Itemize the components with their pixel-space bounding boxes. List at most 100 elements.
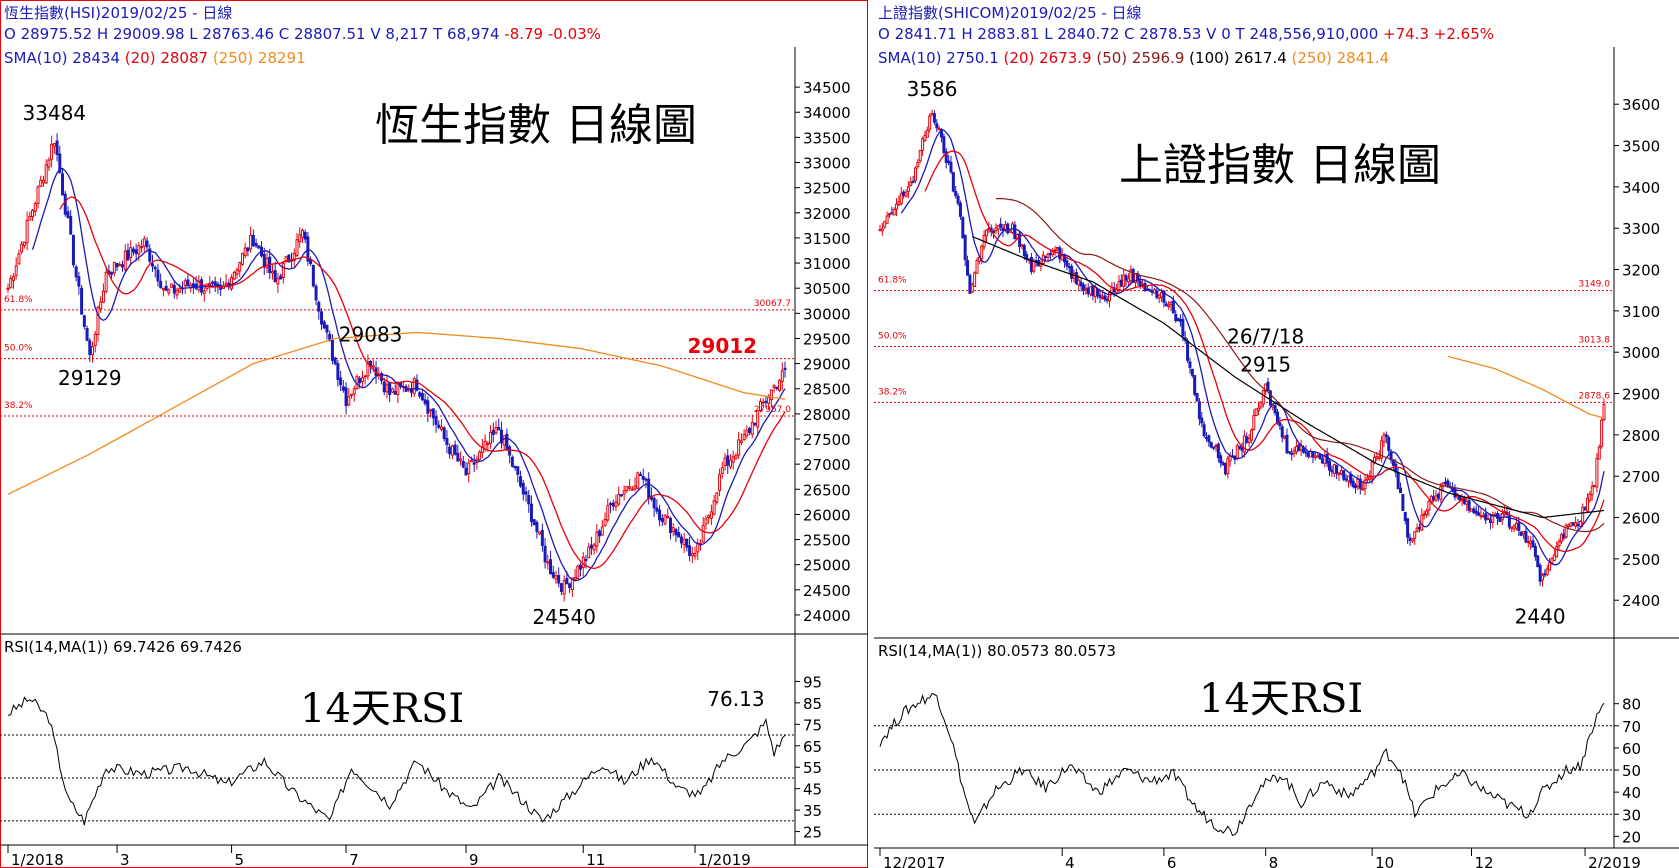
rsi-tick-label: 35 — [803, 802, 822, 820]
candle-body — [902, 191, 906, 196]
candle-body — [1368, 476, 1372, 481]
fib-label: 38.2% — [4, 401, 33, 411]
candle-body — [131, 248, 135, 253]
candle-body — [243, 247, 247, 257]
candle-body — [1074, 272, 1078, 284]
candle-body — [715, 492, 719, 503]
candle-body — [880, 228, 884, 232]
candle-body — [96, 306, 100, 335]
candle-body — [14, 265, 18, 276]
header-title: 恆生指數(HSI)2019/02/25 - 日線 — [4, 4, 232, 22]
candle-body — [309, 259, 313, 265]
candle-body — [1600, 419, 1604, 447]
sma50-line — [995, 197, 1605, 533]
candle-body — [668, 517, 672, 533]
candle-body — [1294, 446, 1298, 453]
candle-body — [1100, 296, 1104, 299]
sma20-line — [924, 150, 1605, 553]
candle-body — [186, 279, 190, 287]
candle-body — [1557, 540, 1561, 547]
candle-body — [720, 467, 724, 474]
candle-body — [636, 472, 640, 489]
candle-body — [396, 383, 400, 395]
sma-legend-sma20: (20) 28087 — [125, 49, 213, 67]
candle-body — [529, 503, 533, 522]
fib-value-label: 30067.7 — [754, 299, 791, 309]
candle-body — [254, 243, 258, 247]
candle-body — [137, 245, 141, 255]
y-tick-label: 30000 — [803, 305, 851, 323]
candle-body — [546, 561, 550, 564]
candle-body — [887, 213, 891, 216]
candle-body — [1160, 292, 1164, 298]
candle-body — [573, 576, 577, 580]
candle-body — [483, 440, 487, 450]
candle-body — [1332, 463, 1336, 474]
candle-body — [1567, 524, 1571, 528]
candle-body — [1122, 274, 1126, 287]
candle-body — [134, 249, 138, 255]
candle-body — [906, 186, 910, 192]
candle-body — [1008, 230, 1012, 233]
candle-body — [579, 564, 583, 570]
candle-body — [1186, 340, 1190, 361]
candle-body — [300, 229, 304, 238]
candle-body — [728, 459, 732, 468]
candle-body — [949, 161, 953, 173]
candle-body — [347, 396, 351, 406]
candle-body — [112, 261, 116, 274]
candle-body — [897, 201, 901, 206]
candle-body — [1593, 484, 1597, 487]
y-tick-label: 32500 — [803, 180, 851, 198]
y-tick-label: 30500 — [803, 280, 851, 298]
candle-body — [1254, 408, 1258, 416]
sma-legend: SMA(10) 28434 (20) 28087 (250) 28291 — [4, 49, 306, 67]
candle-body — [913, 167, 917, 181]
change-values: +74.3 +2.65% — [1383, 25, 1494, 43]
rsi-line — [7, 696, 786, 826]
candle-body — [358, 378, 362, 384]
candle-body — [1079, 281, 1083, 287]
candle-body — [1309, 451, 1313, 458]
candle-body — [1354, 484, 1358, 489]
candle-body — [778, 379, 782, 391]
candle-body — [1046, 253, 1050, 258]
candle-body — [1098, 294, 1102, 298]
candle-body — [1089, 286, 1093, 295]
candle-body — [1249, 429, 1253, 441]
candle-body — [947, 160, 951, 164]
candle-body — [1124, 275, 1128, 281]
candle-body — [1543, 573, 1547, 576]
candle-body — [502, 435, 506, 446]
candle-body — [224, 282, 228, 286]
candle-body — [1214, 445, 1218, 448]
candle-body — [366, 361, 370, 377]
candle-body — [737, 439, 741, 456]
y-tick-label: 3500 — [1622, 138, 1660, 156]
candle-body — [966, 260, 970, 276]
candle-body — [1145, 288, 1149, 291]
candle-body — [208, 283, 212, 286]
candle-body — [1032, 260, 1036, 272]
y-tick-label: 3200 — [1622, 262, 1660, 280]
candle-body — [44, 164, 48, 184]
candle-body — [956, 195, 960, 204]
candle-body — [298, 234, 302, 243]
candle-body — [1105, 299, 1109, 302]
candle-body — [666, 515, 670, 519]
candle-body — [393, 391, 397, 395]
candle-body — [973, 272, 977, 287]
candle-body — [499, 429, 503, 444]
candle-body — [1533, 546, 1537, 557]
candle-body — [1018, 233, 1022, 248]
candle-body — [382, 381, 386, 393]
candle-body — [363, 375, 367, 378]
candle-body — [521, 482, 525, 495]
candle-body — [963, 234, 967, 261]
candle-body — [469, 460, 473, 463]
candle-body — [538, 531, 542, 535]
candle-body — [1370, 461, 1374, 479]
candle-body — [420, 393, 424, 401]
candle-body — [1247, 438, 1251, 443]
candle-body — [1538, 564, 1542, 582]
